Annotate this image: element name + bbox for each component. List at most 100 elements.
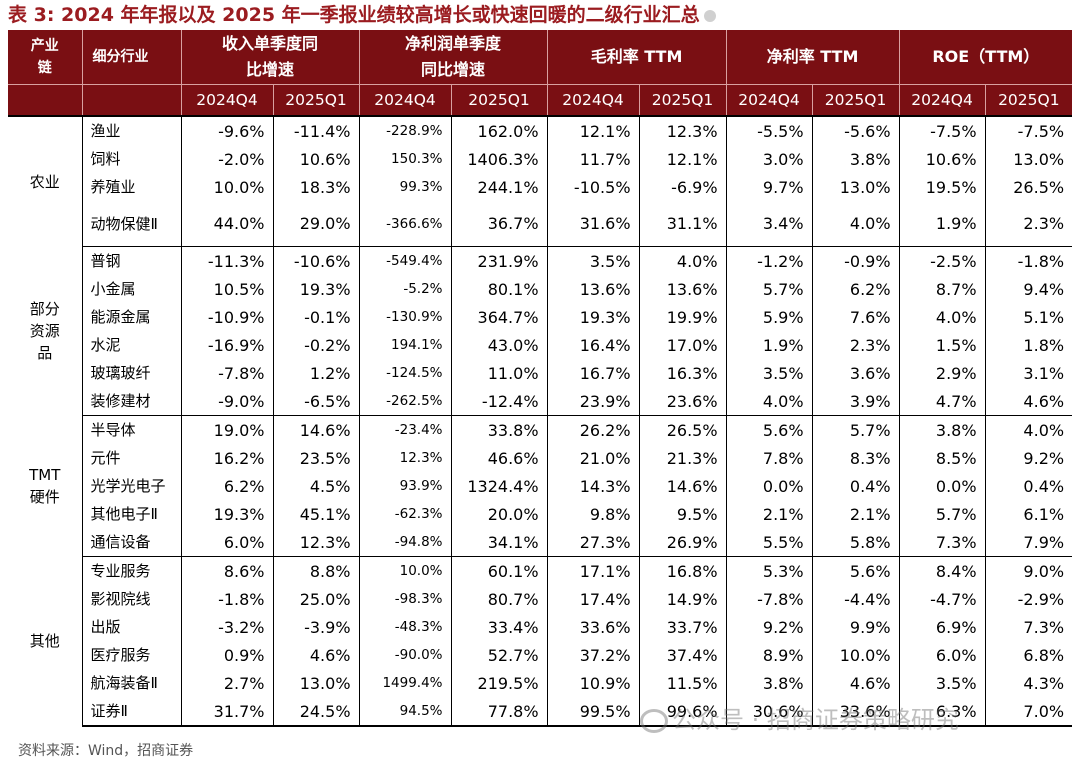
value-cell: 93.9% (359, 472, 452, 500)
table-row: 元件 16.2% 23.5% 12.3% 46.6% 21.0% 21.3% 7.8% 8.3%… (8, 444, 1072, 472)
value-cell: 4.0% (812, 201, 900, 247)
value-cell: 7.3% (899, 528, 986, 557)
value-cell: -0.9% (812, 246, 900, 275)
industry-cell: 养殖业 (82, 173, 182, 201)
value-cell: 9.4% (1023, 279, 1065, 299)
value-cell: 30.6% (726, 697, 813, 727)
value-cell: 99.3% (359, 173, 452, 201)
industry-cell: 半导体 (82, 415, 182, 444)
industry-cell: 专业服务 (82, 556, 182, 585)
value-cell: 1.2% (273, 359, 360, 387)
value-cell: -366.6% (359, 201, 452, 247)
value-cell: 11.7% (547, 145, 640, 173)
value-cell: 4.0% (899, 303, 986, 331)
value-cell: 2.3% (812, 331, 900, 359)
header-roe: ROE（TTM） (899, 30, 1073, 85)
value-cell: 12.3% (273, 528, 360, 557)
value-cell: 12.3% (359, 444, 452, 472)
value-cell: 94.5% (359, 697, 452, 727)
value-cell: 2.3% (985, 201, 1073, 247)
value-cell: 33.6% (547, 613, 640, 641)
value-cell: 162.0% (451, 116, 548, 145)
value-cell: 9.9% (812, 613, 900, 641)
value-cell: -5.2% (359, 275, 452, 303)
value-cell: 16.2% (181, 444, 274, 472)
header-row: 产业链 细分行业 收入单季度同比增速 净利润单季度同比增速 毛利率 TTM 净利… (8, 30, 1073, 85)
value-cell: 18.3% (273, 173, 360, 201)
industry-cell: 医疗服务 (82, 641, 182, 669)
value-cell: 2.1% (726, 500, 813, 528)
table-row: 出版 -3.2% -3.9% -48.3% 33.4% 33.6% 33.7% 9.2% 9.9… (8, 613, 1072, 641)
value-cell: 4.6% (812, 669, 900, 697)
table-title: 表 3: 2024 年年报以及 2025 年一季报业绩较高增长或快速回暖的二级行… (8, 2, 716, 28)
value-cell: 6.2% (812, 275, 900, 303)
value-cell: 8.5% (899, 444, 986, 472)
value-cell: 2.7% (181, 669, 274, 697)
value-cell: -3.9% (273, 613, 360, 641)
table-row: 通信设备 6.0% 12.3% -94.8% 34.1% 27.3% 26.9% 5.5% 5.… (8, 528, 1073, 557)
value-cell: -7.8% (726, 585, 813, 613)
value-cell: 0.0% (726, 472, 813, 500)
table-row: 装修建材 -9.0% -6.5% -262.5% -12.4% 23.9% 23.6% 4.0… (8, 387, 1073, 416)
value-cell: 6.0% (181, 528, 274, 557)
value-cell: 3.5% (726, 359, 813, 387)
value-cell: 10.6% (273, 145, 360, 173)
value-cell: 244.1% (451, 173, 548, 201)
value-cell: -130.9% (359, 303, 452, 331)
value-cell: 9.7% (726, 173, 813, 201)
value-cell: -1.8% (181, 585, 274, 613)
value-cell: 12.3% (639, 116, 727, 145)
header-quarter: 2024Q4 (547, 84, 640, 117)
value-cell: 5.3% (726, 556, 813, 585)
value-cell: 364.7% (451, 303, 548, 331)
value-cell: -48.3% (359, 613, 452, 641)
industry-cell: 玻璃玻纤 (82, 359, 182, 387)
header-quarter-row: 2024Q4 2025Q1 2024Q4 2025Q1 2024Q4 2025Q… (8, 84, 1073, 117)
value-cell: 3.8% (726, 669, 813, 697)
table-row: 航海装备Ⅱ 2.7% 13.0% 1499.4% 219.5% 10.9% 11.5% 3.8… (8, 669, 1072, 697)
table-body: 农业 渔业 -9.6% -11.4% -228.9% 162.0% 12.1% 12.3% -5… (8, 116, 1073, 727)
value-cell: 10.0% (812, 641, 900, 669)
value-cell: 14.9% (639, 585, 727, 613)
category-cell: 农业 (8, 116, 83, 247)
value-cell: -5.5% (726, 116, 813, 145)
table-row: 饲料 -2.0% 10.6% 150.3% 1406.3% 11.7% 12.1% 3.0% 3… (8, 145, 1072, 173)
value-cell: 1.8% (1023, 335, 1065, 355)
value-cell: 7.3% (1023, 617, 1065, 637)
value-cell: 19.3% (181, 500, 274, 528)
value-cell: -1.8% (1017, 251, 1065, 271)
industry-cell: 其他电子Ⅱ (82, 500, 182, 528)
value-cell: 1499.4% (359, 669, 452, 697)
value-cell: 16.8% (639, 556, 727, 585)
value-cell: 9.2% (726, 613, 813, 641)
value-cell: -228.9% (359, 116, 452, 145)
header-quarter: 2025Q1 (812, 84, 900, 117)
value-cell: -90.0% (359, 641, 452, 669)
industry-cell: 证券Ⅱ (82, 697, 182, 727)
value-cell: 10.0% (359, 556, 452, 585)
table-row: 动物保健Ⅱ 44.0% 29.0% -366.6% 36.7% 31.6% 31.1% 3.4… (8, 201, 1073, 247)
value-cell: -94.8% (359, 528, 452, 557)
table-row: 部分资源品 普钢 -11.3% -10.6% -549.4% 231.9% 3.5% 4.0%… (8, 246, 1072, 416)
value-cell: 2.1% (812, 500, 900, 528)
value-cell: 20.0% (451, 500, 548, 528)
value-cell: 13.0% (273, 669, 360, 697)
value-cell: 99.5% (547, 697, 640, 727)
value-cell: 33.8% (451, 415, 548, 444)
value-cell: 10.5% (181, 275, 274, 303)
value-cell: 13.0% (812, 173, 900, 201)
value-cell: 0.0% (899, 472, 986, 500)
value-cell: 9.2% (1023, 448, 1065, 468)
value-cell: 16.3% (639, 359, 727, 387)
value-cell: 19.3% (547, 303, 640, 331)
value-cell: 8.9% (726, 641, 813, 669)
header-quarter: 2024Q4 (899, 84, 986, 117)
category-cell: 其他 (8, 556, 83, 726)
industry-cell: 动物保健Ⅱ (82, 201, 182, 247)
value-cell: 13.0% (1013, 149, 1065, 169)
header-quarter: 2025Q1 (985, 84, 1073, 117)
industry-cell: 水泥 (82, 331, 182, 359)
value-cell: 13.6% (639, 275, 727, 303)
value-cell: 4.0% (726, 387, 813, 416)
value-cell: -5.6% (812, 116, 900, 145)
